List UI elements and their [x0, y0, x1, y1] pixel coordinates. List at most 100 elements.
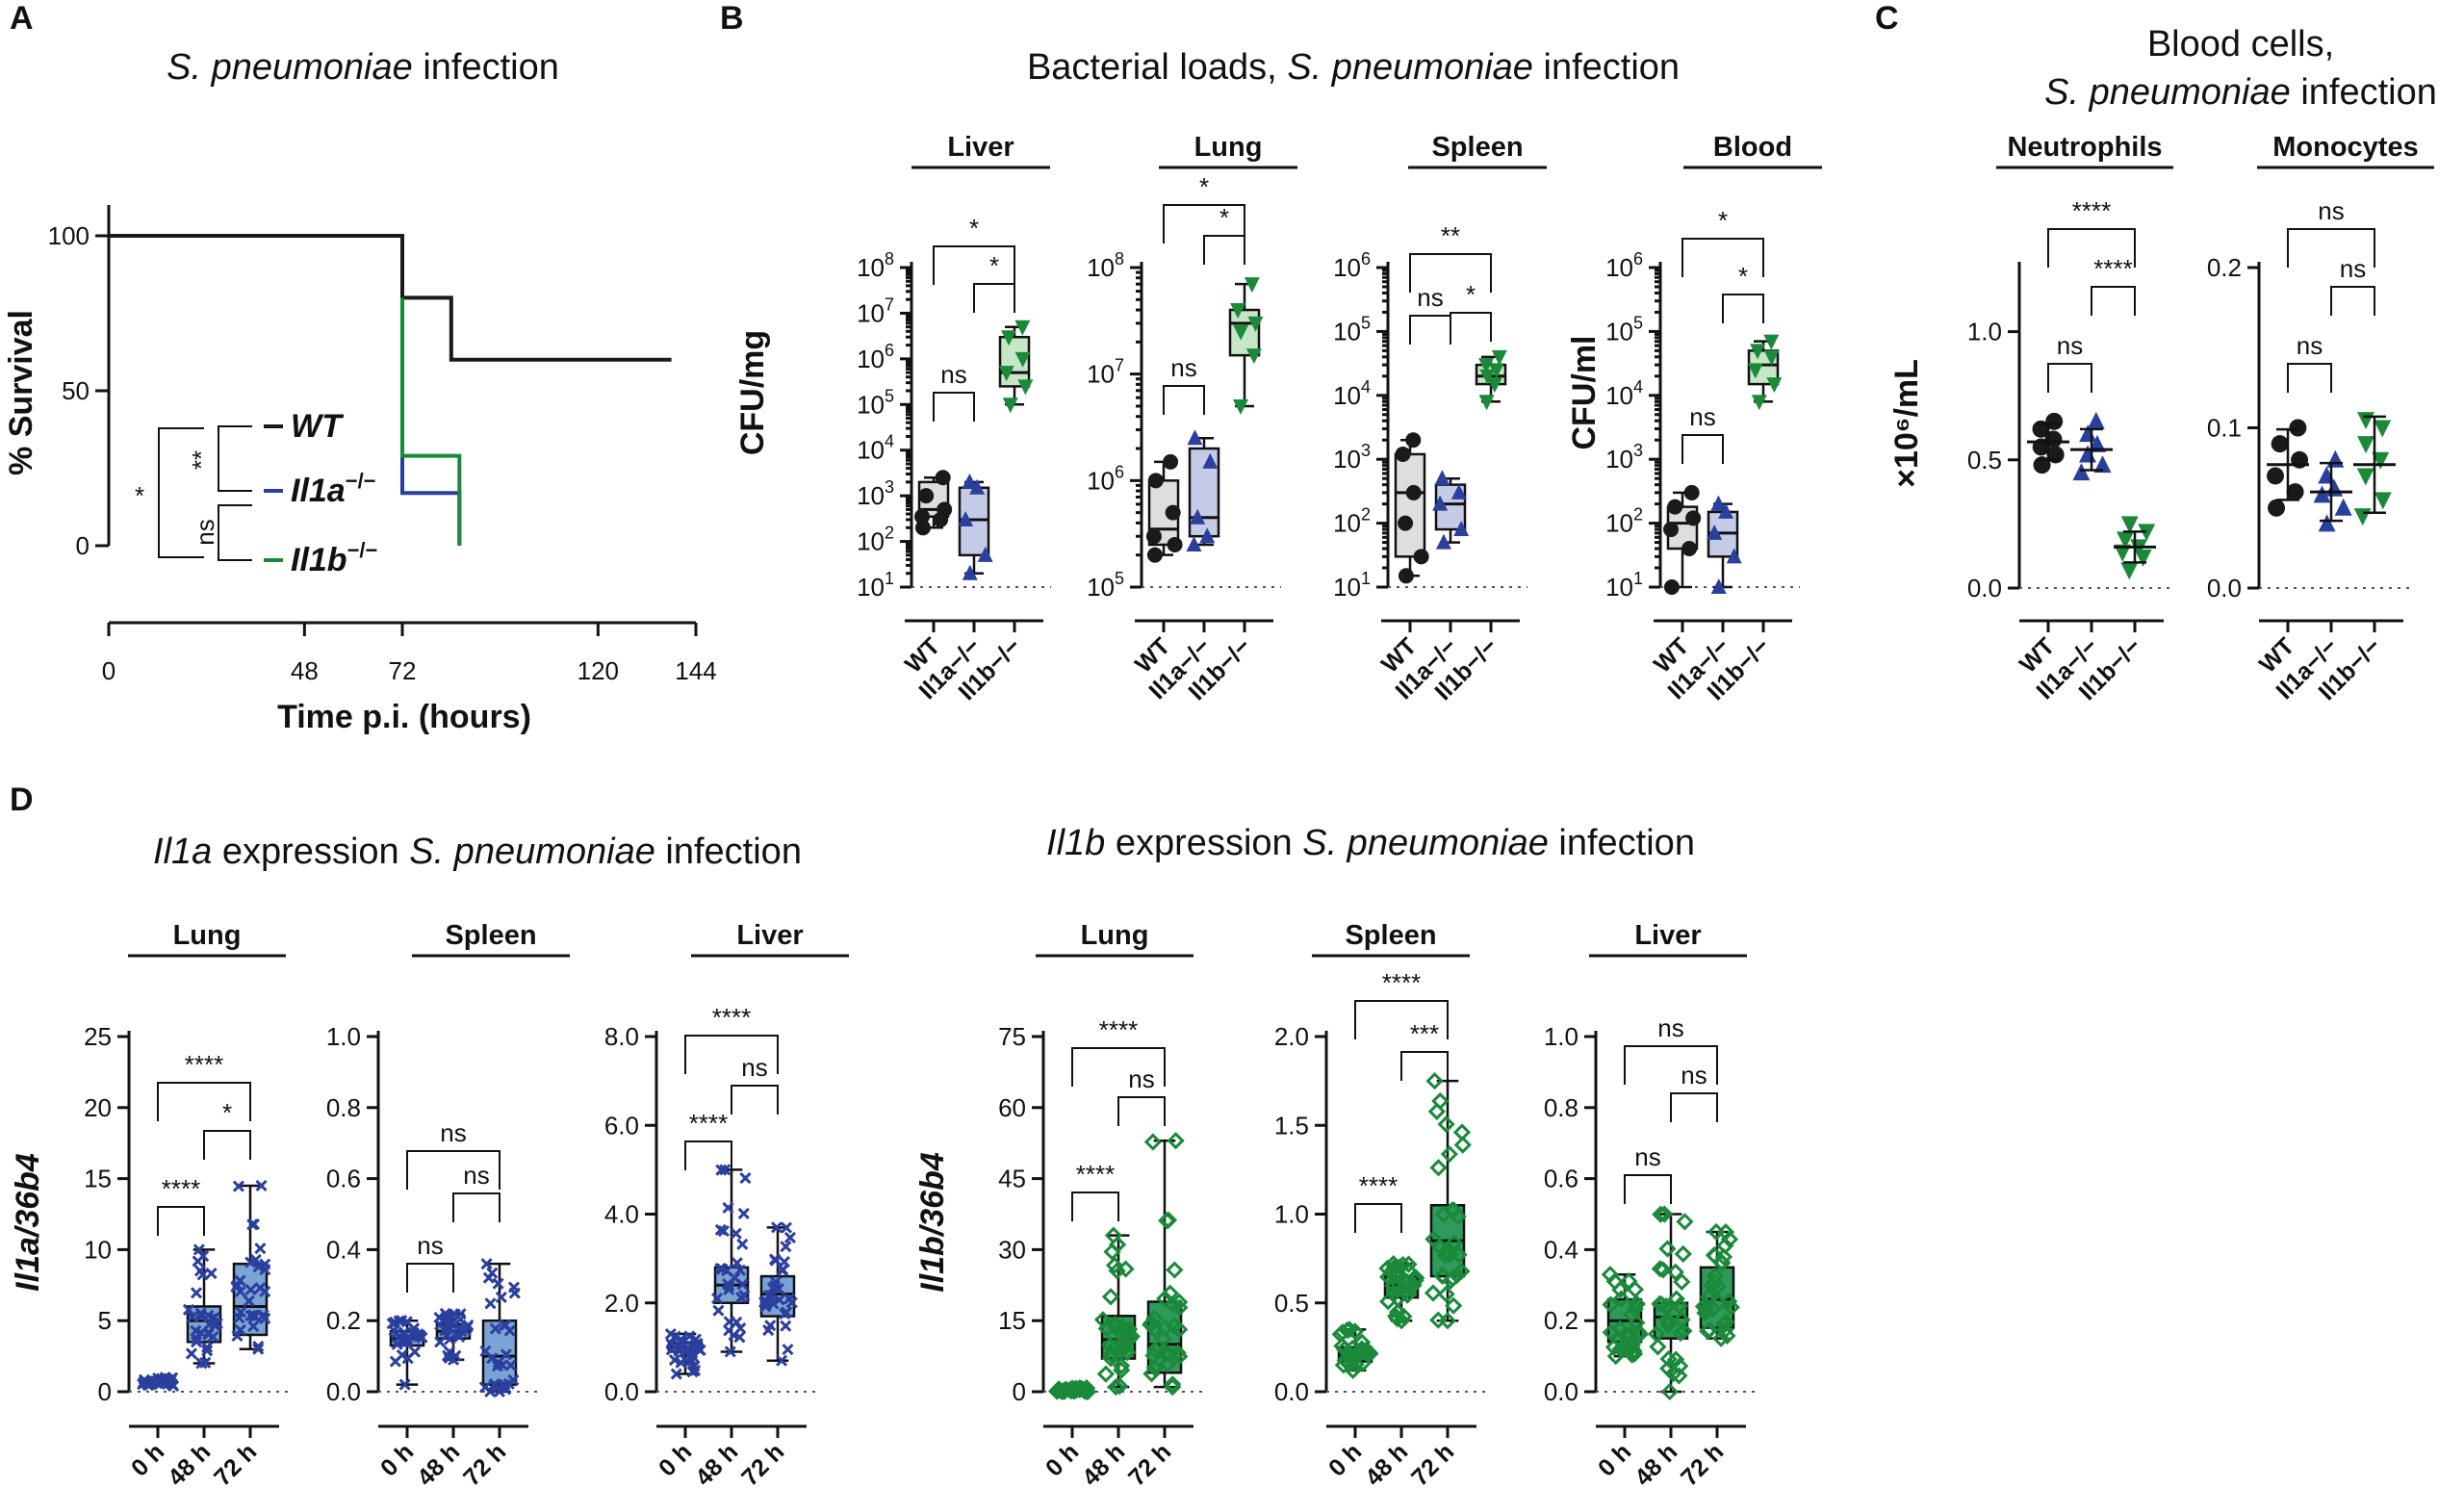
- il1b_lung-point-2-2: [1143, 1133, 1163, 1151]
- il1b_lung-point-2-21: [1159, 1355, 1177, 1373]
- monocytes-sig-bracket-2: [2287, 228, 2375, 268]
- il1a_lung-y-tick-label: 10: [84, 1235, 112, 1264]
- cfu_blood-sig-bracket-2: [1681, 238, 1764, 277]
- il1a_liver-point-1-27: [712, 1304, 725, 1317]
- il1a_lung-y-tick-label: 5: [98, 1306, 112, 1335]
- sig-bracket-wt-il1b: [158, 427, 204, 558]
- cfu_spleen-point-1-4: [1434, 470, 1450, 486]
- il1a_lung-point-2-1: [255, 1179, 268, 1192]
- il1a_spleen-sig-label-1: ns: [463, 1161, 489, 1190]
- il1a_liver-point-2-26: [762, 1324, 775, 1337]
- cfu_spleen-point-2-4: [1478, 358, 1495, 374]
- il1a_liver-point-0-22: [686, 1366, 699, 1378]
- il1a_lung-point-2-8: [244, 1283, 257, 1296]
- cfu_lung-point-2-1: [1245, 348, 1262, 365]
- il1b_lung-point-2-28: [1164, 1295, 1182, 1314]
- il1a_lung-point-1-28: [193, 1265, 207, 1277]
- cfu_lung-subtitle: Lung: [1194, 132, 1263, 163]
- il1b_spleen-point-2-25: [1437, 1285, 1455, 1303]
- cfu_liver-point-2-0: [1002, 397, 1018, 414]
- il1b_lung-point-2-17: [1145, 1341, 1165, 1359]
- il1a_liver-point-1-15: [731, 1257, 743, 1269]
- il1a_liver-sig-bracket-2: [684, 1035, 779, 1074]
- cfu_spleen-point-2-5: [1491, 349, 1507, 366]
- il1a_liver-point-1-0: [724, 1345, 736, 1358]
- il1b_liver-point-2-19: [1716, 1223, 1735, 1242]
- il1a_liver-point-0-28: [685, 1346, 698, 1359]
- il1a_spleen-point-2-12: [500, 1348, 512, 1361]
- il1b_liver-x-tick-label-1: 48 h: [1630, 1438, 1682, 1491]
- il1a_liver-point-2-18: [779, 1307, 791, 1320]
- il1b_spleen-point-1-28: [1387, 1307, 1405, 1325]
- il1a_liver-point-1-29: [722, 1201, 734, 1215]
- cfu_liver-y-tick-label: 101: [857, 569, 894, 602]
- il1b_lung-point-2-20: [1142, 1316, 1160, 1334]
- il1a_liver-point-2-27: [759, 1294, 772, 1307]
- il1b_liver-point-1-11: [1654, 1261, 1673, 1279]
- il1a_spleen-point-1-22: [454, 1313, 467, 1325]
- il1b_spleen-point-2-13: [1436, 1246, 1455, 1265]
- il1a_spleen-point-0-27: [399, 1336, 412, 1348]
- il1a_liver-sig-label-0: ****: [689, 1109, 728, 1138]
- cfu_lung-sig-label-0: ns: [1170, 353, 1196, 382]
- il1b_lung-point-1-22: [1120, 1327, 1139, 1346]
- cfu_lung-point-0-4: [1147, 473, 1164, 489]
- il1a_spleen-sig-bracket-1: [452, 1192, 500, 1222]
- cfu_liver-y-tick-label: 105: [857, 386, 894, 419]
- cfu_blood-point-0-3: [1685, 510, 1702, 526]
- panel-label-c: C: [1875, 0, 1899, 37]
- il1a_liver-point-0-3: [668, 1353, 680, 1367]
- il1a_liver-point-0-23: [675, 1333, 687, 1345]
- il1b_liver-y-tick-label: 0.0: [1544, 1377, 1578, 1406]
- il1a_lung-subtitle: Lung: [173, 920, 242, 951]
- monocytes-point-2-3: [2372, 451, 2390, 470]
- cfu_liver-point-2-1: [1017, 379, 1034, 396]
- cfu_lung-sig-bracket-2: [1163, 204, 1245, 243]
- il1b_spleen-point-2-19: [1453, 1136, 1472, 1154]
- il1a_liver-point-0-29: [686, 1350, 699, 1363]
- cfu-ml-y-axis-label: CFU/ml: [1566, 336, 1603, 450]
- cfu_blood-sig-bracket-0: [1681, 434, 1724, 464]
- il1b_lung-point-1-20: [1096, 1365, 1116, 1383]
- cfu_liver-point-2-3: [1014, 351, 1031, 368]
- monocytes-y-tick-label: 0.0: [2207, 574, 2242, 602]
- il1b_lung-point-1-0: [1107, 1377, 1125, 1397]
- il1a_liver-point-2-1: [771, 1221, 783, 1234]
- neutrophils-point-2-6: [2120, 516, 2139, 534]
- cfu_blood-y-tick-label: 104: [1605, 377, 1643, 410]
- il1b_liver-point-1-24: [1670, 1367, 1688, 1385]
- cfu_spleen-point-2-1: [1486, 377, 1502, 394]
- il1a_lung-point-2-17: [235, 1306, 247, 1319]
- il1a_lung-point-2-26: [234, 1323, 246, 1336]
- neutrophils-y-tick-label: 1.0: [1967, 318, 2002, 346]
- cfu_spleen-point-1-2: [1432, 495, 1449, 511]
- il1b_liver-x-tick-label-0: 0 h: [1593, 1438, 1636, 1481]
- il1a_lung-point-2-0: [252, 1343, 265, 1355]
- il1a_lung-point-1-12: [182, 1303, 195, 1316]
- il1b_spleen-x-tick-label-2: 72 h: [1406, 1438, 1459, 1491]
- il1a_lung-sig-label-1: *: [222, 1098, 232, 1127]
- il1b_lung-point-2-16: [1154, 1330, 1172, 1348]
- il1b_liver-point-1-28: [1656, 1297, 1676, 1316]
- cfu_blood-subtitle: Blood: [1713, 132, 1792, 163]
- cfu_blood-point-0-1: [1681, 541, 1698, 557]
- il1b_liver-point-2-26: [1699, 1321, 1717, 1341]
- monocytes-point-2-6: [2356, 412, 2374, 430]
- il1a_liver-point-2-8: [769, 1254, 782, 1267]
- cfu_lung-y-tick-label: 106: [1087, 462, 1124, 495]
- il1b-expression-title: Il1b expression S. pneumoniae infection: [1046, 823, 1695, 863]
- il1a_liver-point-1-7: [737, 1207, 750, 1220]
- il1b_liver-point-1-1: [1656, 1205, 1674, 1223]
- il1b_lung-sig-bracket-0: [1071, 1192, 1119, 1221]
- cfu_spleen-point-2-2: [1479, 369, 1496, 385]
- cfu_blood-point-1-4: [1710, 495, 1727, 511]
- il1a_liver-point-0-19: [689, 1333, 702, 1345]
- il1b_liver-point-0-22: [1623, 1345, 1641, 1364]
- il1a_spleen-point-0-29: [408, 1328, 421, 1341]
- cfu_liver-sig-bracket-2: [933, 245, 1015, 285]
- blood-cells-title-line1: Blood cells,: [2147, 24, 2334, 64]
- il1b_spleen-point-2-27: [1431, 1091, 1450, 1111]
- cfu_blood-point-2-1: [1766, 377, 1783, 394]
- neutrophils-sig-label-1: ****: [2093, 254, 2132, 283]
- il1b_liver-point-2-20: [1704, 1299, 1722, 1318]
